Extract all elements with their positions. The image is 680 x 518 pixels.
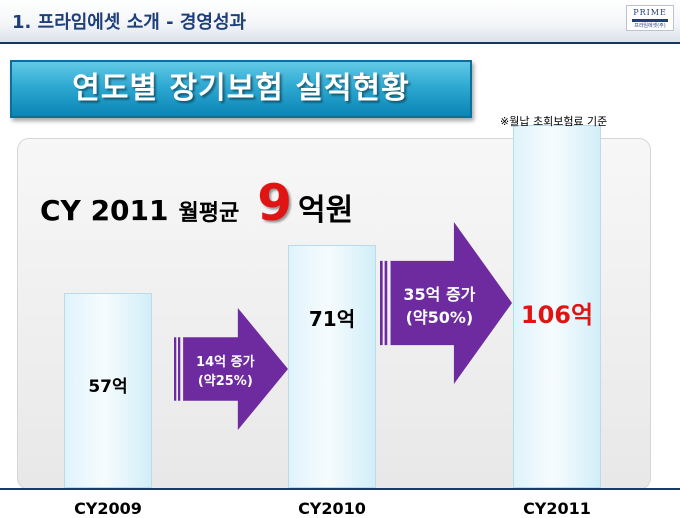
bar-cy2009	[64, 293, 152, 488]
bar-cy2010	[288, 245, 376, 488]
x-tick-label: CY2010	[298, 499, 366, 518]
headline: CY 2011 월평균 9 억원	[40, 174, 353, 232]
x-tick-label: CY2009	[74, 499, 142, 518]
header-divider	[0, 42, 680, 44]
bar-value-label: 71억	[308, 307, 356, 332]
headline-label: 월평균	[178, 201, 240, 226]
growth-amount-label: 35억 증가	[403, 285, 476, 305]
arrow-body	[390, 222, 512, 384]
arrow-stripe	[380, 260, 383, 346]
growth-arrow: 35억 증가 (약50%)	[380, 222, 512, 384]
headline-value: 9	[257, 174, 293, 232]
headline-prefix: CY 2011	[40, 194, 169, 227]
title-banner: 연도별 장기보험 실적현황	[10, 60, 472, 118]
page-title: 1. 프라임에셋 소개 - 경영성과	[12, 12, 247, 33]
bar-value-label: 106억	[520, 300, 594, 329]
arrow-body	[183, 308, 288, 430]
banner-title: 연도별 장기보험 실적현황	[72, 71, 410, 106]
prime-logo: PRIME 프라임에셋(주)	[626, 5, 674, 31]
headline-unit: 억원	[298, 193, 354, 228]
arrow-stripe	[174, 337, 177, 401]
logo-text: PRIME	[633, 8, 667, 17]
arrow-stripe	[177, 337, 181, 401]
growth-arrow-shape	[174, 308, 288, 430]
arrow-stripe	[384, 260, 388, 346]
logo-subtext: 프라임에셋(주)	[634, 23, 666, 29]
header-bar: 1. 프라임에셋 소개 - 경영성과 PRIME 프라임에셋(주)	[0, 0, 680, 42]
bar-cy2011	[513, 125, 601, 488]
logo-bar	[632, 19, 668, 22]
footnote: ※월납 초회보험료 기준	[500, 115, 608, 128]
chart-baseline	[0, 488, 680, 490]
x-tick-label: CY2011	[523, 499, 591, 518]
bar-value-label: 57억	[88, 377, 128, 398]
growth-percent-label: (약50%)	[405, 307, 474, 327]
growth-percent-label: (약25%)	[197, 373, 253, 389]
growth-amount-label: 14억 증가	[196, 355, 255, 371]
growth-arrow-shape	[380, 222, 512, 384]
growth-arrow: 14억 증가 (약25%)	[174, 308, 288, 430]
